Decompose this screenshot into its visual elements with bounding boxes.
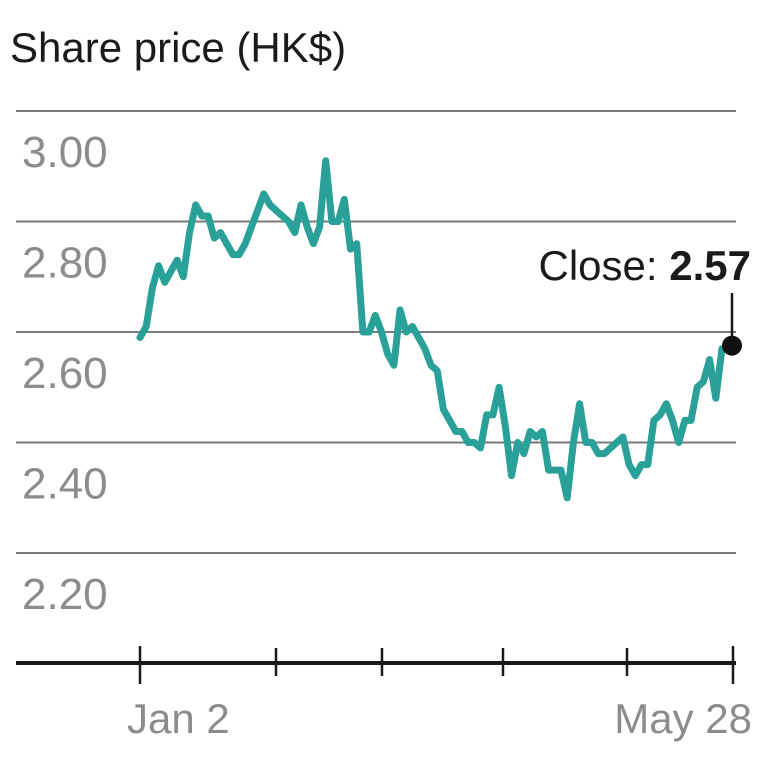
- gridlines: [16, 110, 736, 554]
- close-marker: [722, 335, 742, 356]
- chart-title: Share price (HK$): [10, 24, 346, 71]
- close-value: 2.57: [669, 242, 751, 289]
- y-axis-tick-labels: 3.00 2.80 2.60 2.40 2.20: [22, 128, 108, 619]
- x-tick-label-end: May 28: [614, 695, 752, 742]
- y-tick-label: 2.20: [22, 570, 108, 619]
- x-tick-label-start: Jan 2: [127, 695, 230, 742]
- y-tick-label: 2.40: [22, 460, 108, 509]
- price-series-line: [136, 157, 726, 502]
- x-axis-ticks: [138, 646, 735, 684]
- y-tick-label: 3.00: [22, 128, 108, 177]
- close-annotation: Close: 2.57: [539, 242, 751, 289]
- close-label-text: Close:: [539, 242, 658, 289]
- y-tick-label: 2.80: [22, 239, 108, 288]
- y-tick-label: 2.60: [22, 349, 108, 398]
